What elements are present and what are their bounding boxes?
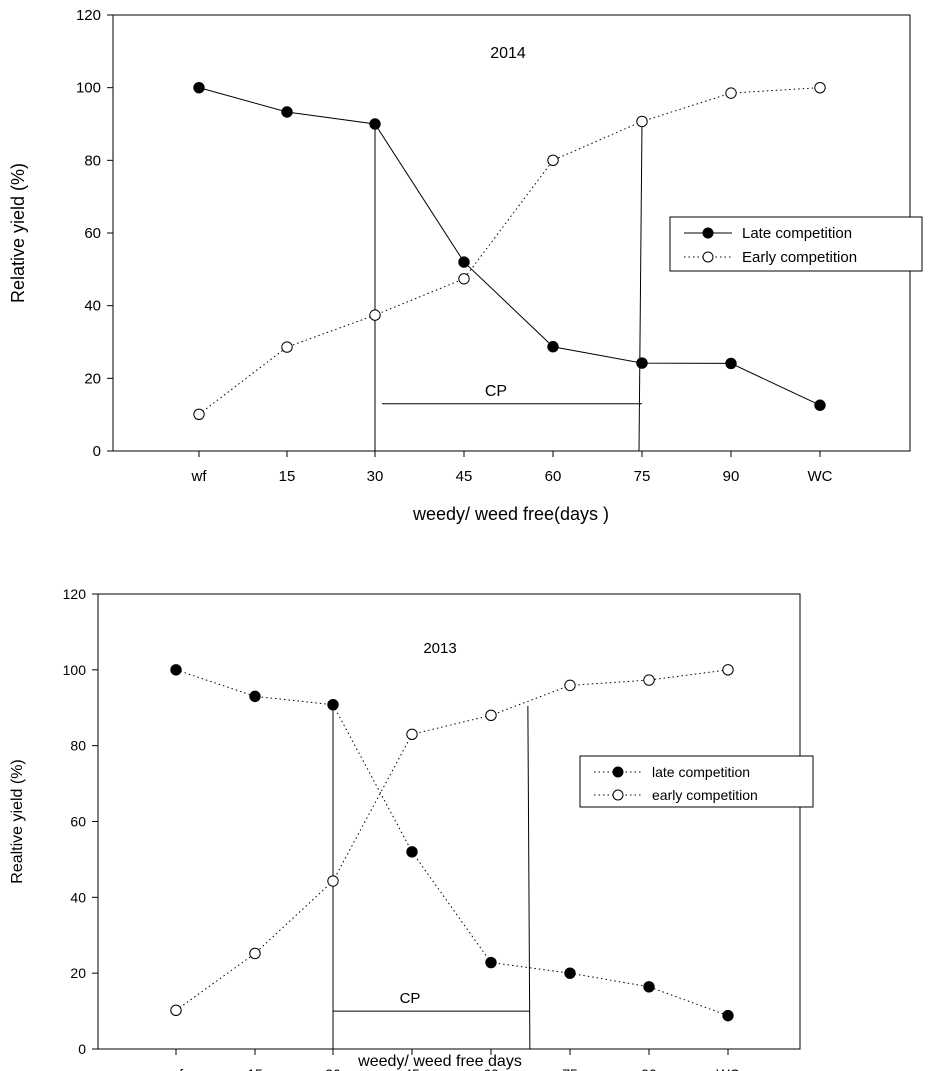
series-line-late-competition xyxy=(198,87,821,406)
legend-marker xyxy=(612,789,624,801)
chart-2014: 0 20 40 60 80 100 120 wf 15 30 45 60 75 90 WC 2014 weedy… xyxy=(8,7,923,524)
data-point xyxy=(485,709,497,722)
y-tick-label: 80 xyxy=(84,152,101,169)
x-tick-label: 75 xyxy=(634,468,651,485)
x-tick-label: 90 xyxy=(723,468,740,485)
plot-frame xyxy=(97,593,801,1050)
data-point xyxy=(193,81,205,94)
data-point xyxy=(193,408,205,421)
x-tick-label: wf xyxy=(168,1066,183,1071)
cp-end-line xyxy=(638,121,643,452)
data-point xyxy=(170,1004,182,1017)
data-point xyxy=(814,81,826,94)
cp-label: CP xyxy=(400,990,421,1007)
data-point xyxy=(369,118,381,130)
legend-marker xyxy=(702,251,714,263)
x-tick-label: 30 xyxy=(325,1066,341,1071)
y-tick-label: 20 xyxy=(70,965,86,981)
y-tick-label: 40 xyxy=(70,889,86,905)
data-point xyxy=(564,967,576,979)
legend-entry: Late competition xyxy=(742,225,852,242)
cp-label: CP xyxy=(485,383,507,400)
y-tick-label: 40 xyxy=(84,298,101,315)
data-point xyxy=(327,875,339,887)
y-tick-label: 60 xyxy=(84,225,101,242)
data-point xyxy=(485,956,497,969)
data-point xyxy=(281,341,293,353)
y-tick-label: 120 xyxy=(76,7,101,24)
data-point xyxy=(170,664,182,676)
data-point xyxy=(547,154,559,167)
data-point xyxy=(458,256,470,268)
y-axis-label: Relative yield (%) xyxy=(8,163,28,303)
y-tick-label: 120 xyxy=(63,586,87,602)
chart-2013: 0 20 40 60 80 100 120 wf 15 30 45 60 75 90 WC 2013 weedy… xyxy=(9,586,814,1071)
data-point xyxy=(281,106,293,118)
x-tick-label: 15 xyxy=(247,1066,263,1071)
x-tick-label: 30 xyxy=(367,468,384,485)
data-point xyxy=(725,357,737,370)
data-point xyxy=(406,846,418,858)
data-point xyxy=(722,1009,734,1022)
x-tick-label: 45 xyxy=(404,1066,420,1071)
x-tick-label: 90 xyxy=(641,1066,657,1071)
chart-title: 2013 xyxy=(423,640,456,657)
y-tick-label: 0 xyxy=(78,1041,86,1057)
y-tick-label: 100 xyxy=(76,80,101,97)
x-tick-label: 75 xyxy=(562,1066,578,1071)
data-point xyxy=(564,679,576,692)
x-tick-label: WC xyxy=(808,468,833,485)
x-tick-label: 45 xyxy=(456,468,473,485)
series-line-early-competition xyxy=(198,87,821,415)
y-tick-label: 80 xyxy=(70,738,86,754)
data-point xyxy=(725,87,737,99)
data-point xyxy=(327,699,339,711)
y-tick-label: 60 xyxy=(70,814,86,830)
legend-box xyxy=(579,755,814,808)
data-point xyxy=(547,341,559,353)
x-tick-label: 60 xyxy=(483,1066,499,1071)
data-point xyxy=(406,728,418,740)
series-line-early-competition xyxy=(175,669,729,1011)
x-tick-label: WC xyxy=(716,1066,739,1071)
x-tick-label: wf xyxy=(191,468,208,485)
legend-marker xyxy=(702,227,714,239)
x-axis-label: weedy/ weed free(days ) xyxy=(412,504,609,524)
legend-entry: early competition xyxy=(652,787,758,803)
data-point xyxy=(636,115,648,128)
cp-end-line xyxy=(527,705,531,1050)
data-point xyxy=(643,674,655,686)
y-axis-label: Realtive yield (%) xyxy=(9,759,26,883)
legend-entry: Early competition xyxy=(742,249,857,266)
data-point xyxy=(814,399,826,411)
data-point xyxy=(249,947,261,960)
data-point xyxy=(722,664,734,676)
data-point xyxy=(643,981,655,993)
legend-entry: late competition xyxy=(652,764,750,780)
y-tick-label: 0 xyxy=(93,443,101,460)
legend-box xyxy=(669,216,923,272)
x-tick-label: 15 xyxy=(279,468,296,485)
data-point xyxy=(636,357,648,369)
y-tick-label: 20 xyxy=(84,370,101,387)
legend-marker xyxy=(612,766,624,778)
x-axis-label: weedy/ weed free days xyxy=(357,1053,522,1070)
chart-title: 2014 xyxy=(490,45,526,62)
series-line-late-competition xyxy=(175,669,729,1017)
data-point xyxy=(249,690,261,703)
x-tick-label: 60 xyxy=(545,468,562,485)
data-point xyxy=(369,309,381,321)
y-tick-label: 100 xyxy=(63,662,87,678)
data-point xyxy=(458,273,470,285)
